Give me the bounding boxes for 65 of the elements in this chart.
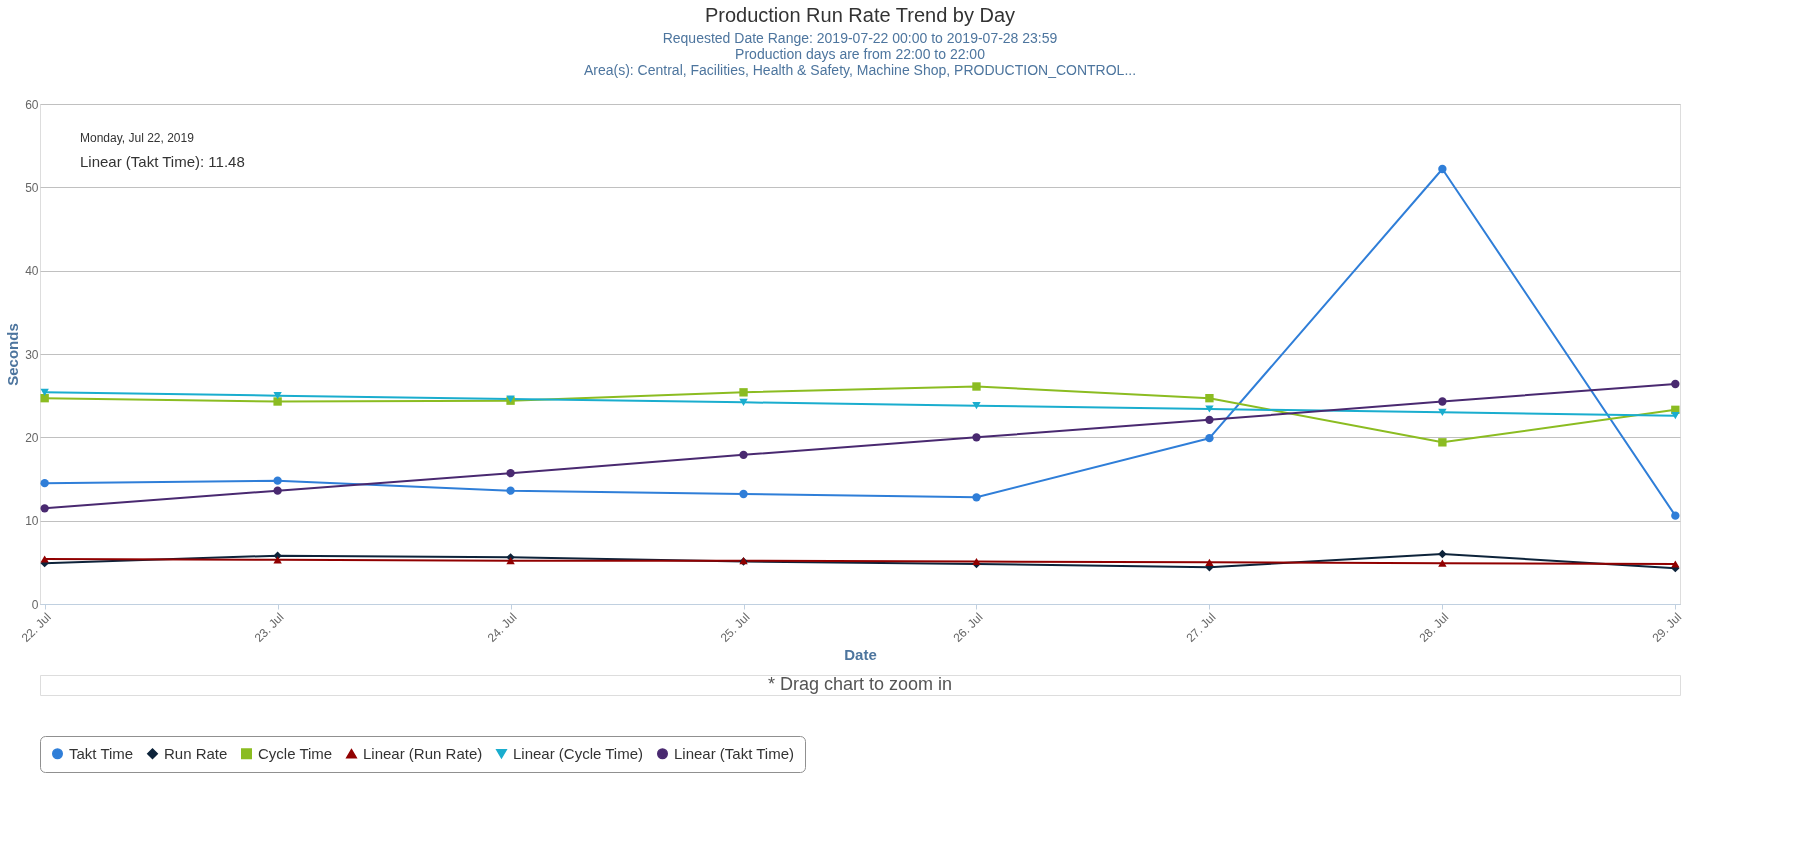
point xyxy=(1438,164,1447,174)
y-tick-label: 20 xyxy=(25,430,39,445)
legend-label: Takt Time xyxy=(69,744,134,762)
y-tick-label: 40 xyxy=(25,264,39,279)
annotation: Linear (Takt Time): 11.48 xyxy=(80,153,245,170)
point xyxy=(739,388,748,397)
x-tick-label: 27. Jul xyxy=(1183,610,1219,645)
point xyxy=(1205,405,1214,413)
point xyxy=(506,486,515,495)
point xyxy=(506,557,515,565)
point xyxy=(40,478,49,488)
point xyxy=(739,398,748,406)
x-tick-label: 28. Jul xyxy=(1416,610,1452,645)
y-tick-label: 30 xyxy=(25,347,39,362)
chart-title: Production Run Rate Trend by Day xyxy=(704,4,1016,26)
text: Requested Date Range: 2019-07-22 00:00 to 2019-07-28 23:59 xyxy=(662,30,1058,46)
point xyxy=(1438,549,1447,559)
point xyxy=(40,388,49,396)
point xyxy=(273,392,282,400)
point xyxy=(40,555,49,563)
y-axis-title: Seconds xyxy=(4,323,22,386)
x-tick-label: 25. Jul xyxy=(717,610,753,645)
point xyxy=(972,382,981,391)
point xyxy=(1438,438,1447,447)
point xyxy=(1671,412,1680,420)
x-tick-label: 22. Jul xyxy=(18,610,54,645)
legend-label: Run Rate xyxy=(164,744,228,762)
point xyxy=(1438,408,1447,416)
point xyxy=(1205,433,1214,443)
text: Production days are from 22:00 to 22:00 xyxy=(735,46,985,62)
text: Area(s): Central, Facilities, Health & Safety, Machine Shop, PRODUCTION_CONTROL... xyxy=(583,62,1137,78)
x-tick-label: 26. Jul xyxy=(950,610,986,645)
legend-label: Linear (Run Rate) xyxy=(363,744,483,762)
point xyxy=(506,468,515,478)
point xyxy=(40,393,49,403)
y-tick-label: 60 xyxy=(25,97,39,112)
point xyxy=(273,397,282,406)
legend-label: Linear (Cycle Time) xyxy=(513,744,644,762)
y-tick-label: 10 xyxy=(25,514,39,529)
x-axis-title: Date xyxy=(844,646,877,664)
x-tick-label: 24. Jul xyxy=(484,610,520,645)
point xyxy=(1438,397,1447,406)
point xyxy=(972,433,981,442)
point xyxy=(1671,379,1680,389)
annotation: Monday, Jul 22, 2019 xyxy=(80,131,195,145)
point xyxy=(972,493,981,502)
legend-label: Cycle Time xyxy=(258,744,333,762)
point xyxy=(739,489,748,499)
point xyxy=(972,402,981,410)
x-tick-label: 29. Jul xyxy=(1649,610,1685,645)
y-tick-label: 0 xyxy=(31,597,39,612)
y-tick-label: 50 xyxy=(25,180,39,195)
text: * Drag chart to zoom in xyxy=(767,674,953,694)
point xyxy=(273,476,282,485)
point xyxy=(739,450,748,460)
point xyxy=(1438,559,1447,567)
legend-label: Linear (Takt Time) xyxy=(674,744,795,762)
point xyxy=(1671,511,1680,520)
point xyxy=(40,504,49,513)
x-tick-label: 23. Jul xyxy=(251,610,287,645)
point xyxy=(1671,560,1680,568)
point xyxy=(273,486,282,495)
point xyxy=(1205,415,1214,425)
point xyxy=(1205,558,1214,566)
point xyxy=(1205,393,1214,403)
